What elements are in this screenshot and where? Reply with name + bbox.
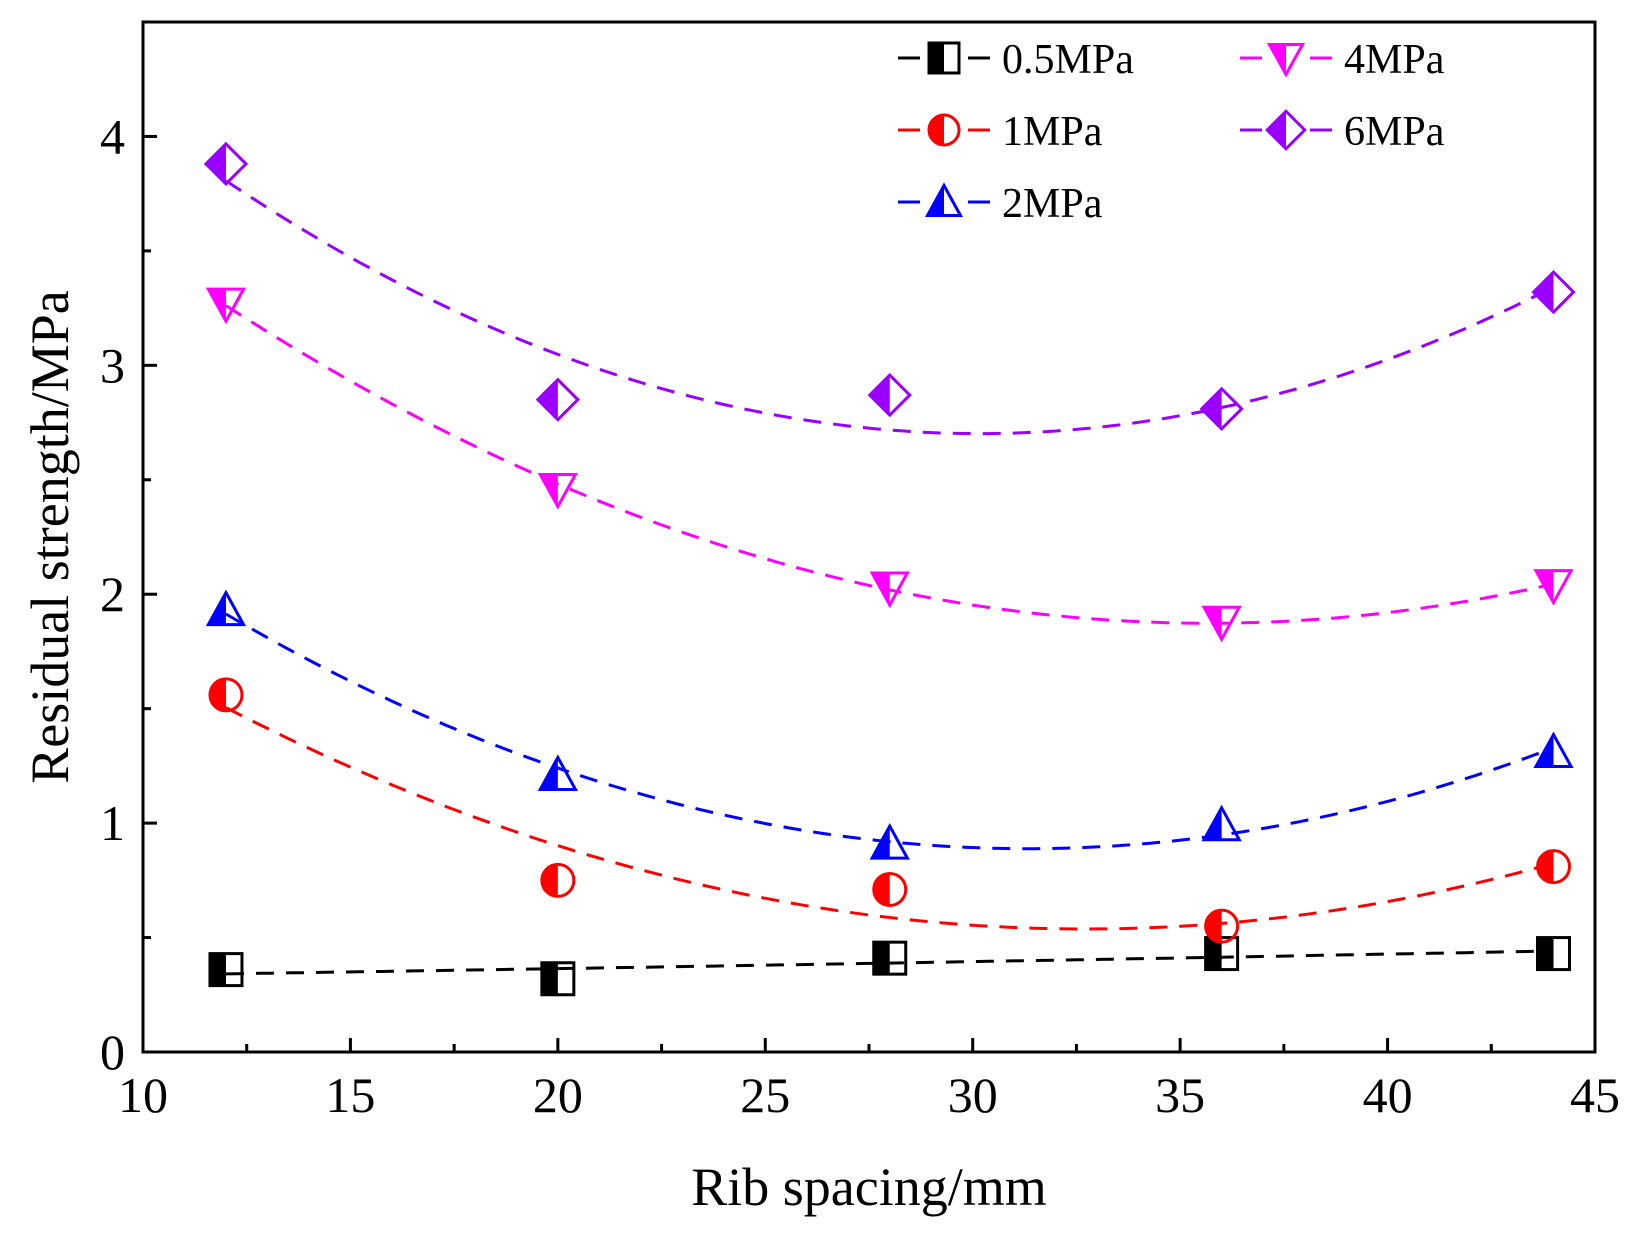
data-point-2MPa	[537, 754, 578, 791]
x-tick-label: 10	[118, 1067, 168, 1123]
legend-label: 6MPa	[1344, 109, 1445, 155]
data-point-2MPa	[869, 822, 910, 860]
data-point-2MPa	[1201, 804, 1242, 842]
data-point-0.5MPa	[1536, 936, 1572, 972]
data-point-0.5MPa	[872, 940, 908, 976]
fit-line-0.5MPa	[225, 949, 1554, 976]
data-point-6MPa	[535, 377, 580, 422]
data-point-6MPa	[1199, 386, 1244, 431]
legend-item: 2MPa	[898, 181, 1103, 227]
legend-label: 2MPa	[1002, 181, 1103, 227]
legend-item: 4MPa	[1240, 37, 1445, 83]
x-tick-label: 45	[1570, 1067, 1620, 1123]
legend-item: 1MPa	[898, 109, 1103, 155]
legend-marker	[927, 113, 961, 147]
fit-lines	[225, 179, 1555, 976]
data-point-2MPa	[205, 589, 247, 627]
x-tick-label: 15	[325, 1067, 375, 1123]
fit-line-1MPa	[225, 706, 1554, 931]
legend-item: 6MPa	[1240, 109, 1445, 155]
data-point-6MPa	[1531, 269, 1576, 315]
y-tick-label: 0	[100, 1024, 125, 1080]
plot-frame	[141, 20, 1597, 1054]
x-tick-label: 40	[1363, 1067, 1413, 1123]
data-point-0.5MPa	[540, 961, 576, 997]
data-point-4MPa	[1201, 605, 1242, 643]
y-tick-label: 3	[100, 337, 125, 393]
legend-label: 4MPa	[1344, 37, 1445, 83]
legend-marker	[927, 41, 961, 75]
data-point-2MPa	[1533, 731, 1574, 769]
data-point-1MPa	[540, 862, 576, 898]
data-point-4MPa	[537, 473, 578, 510]
y-tick-label: 2	[100, 566, 125, 622]
data-point-4MPa	[205, 287, 247, 325]
x-tick-label: 25	[740, 1067, 790, 1123]
x-tick-label: 30	[948, 1067, 998, 1123]
fit-line-6MPa	[225, 179, 1555, 436]
legend-marker	[924, 182, 964, 217]
legend-label: 1MPa	[1002, 109, 1103, 155]
data-markers	[203, 141, 1576, 997]
data-point-1MPa	[208, 677, 244, 713]
axis-ticks: 10 15 20 25 30 35 40 45 0 1 2 3 4	[100, 20, 1620, 1123]
x-tick-label: 20	[533, 1067, 583, 1123]
fit-line-2MPa	[225, 612, 1555, 851]
legend-label: 0.5MPa	[1002, 37, 1134, 83]
legend: 0.5MPa 1MPa 2MPa 4MPa 6MPa	[898, 37, 1445, 227]
data-point-4MPa	[1533, 569, 1574, 606]
x-tick-label: 35	[1155, 1067, 1205, 1123]
data-point-0.5MPa	[208, 952, 244, 988]
y-tick-label: 4	[100, 108, 125, 164]
data-point-6MPa	[203, 141, 249, 187]
y-tick-label: 1	[100, 795, 125, 851]
data-point-4MPa	[869, 571, 910, 609]
data-point-1MPa	[1536, 849, 1572, 885]
fit-line-4MPa	[225, 304, 1554, 625]
y-axis-label: Residual strength/MPa	[20, 290, 80, 783]
legend-marker	[1265, 109, 1307, 151]
x-axis-label: Rib spacing/mm	[691, 1157, 1046, 1217]
data-point-1MPa	[1204, 908, 1240, 944]
legend-marker	[1266, 43, 1306, 78]
data-point-6MPa	[867, 372, 912, 418]
data-point-1MPa	[872, 871, 908, 907]
legend-item: 0.5MPa	[898, 37, 1134, 83]
